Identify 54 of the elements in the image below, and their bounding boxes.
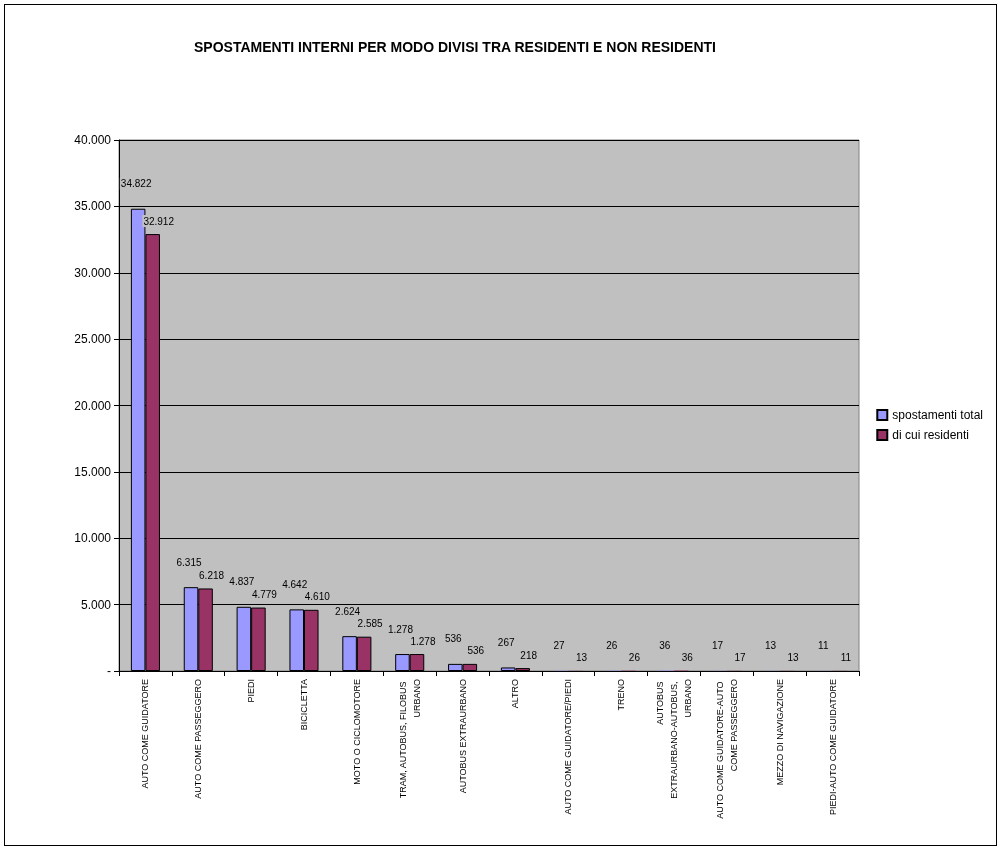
- data-label: 2.585: [357, 618, 384, 630]
- x-tick-label: AUTOBUS EXTRAURBANO: [457, 679, 468, 794]
- data-label: 36: [659, 640, 671, 652]
- x-tick-label: PIEDI-AUTO COME GUIDATORE: [827, 679, 838, 816]
- data-label: 11: [840, 652, 852, 664]
- data-label: 17: [712, 640, 724, 652]
- data-label: 2.624: [335, 605, 361, 617]
- data-label: 26: [628, 652, 641, 664]
- x-tick-label: AUTO COME GUIDATORE: [140, 679, 151, 789]
- data-label: 6.218: [199, 569, 225, 581]
- data-label: 6.315: [176, 556, 202, 568]
- y-tick-label: 10.000: [74, 531, 112, 546]
- data-label: 27: [553, 640, 566, 652]
- y-tick-label: 15.000: [74, 464, 112, 479]
- x-tick-label: MOTO O CICLOMOTORE: [351, 679, 362, 785]
- x-tick-label: BICICLETTA: [299, 679, 309, 731]
- x-tick-label: TRAM, AUTOBUS, FILOBUS URBANO: [397, 679, 422, 799]
- x-tick-label: PIEDI: [246, 679, 257, 703]
- data-label: 26: [606, 640, 618, 652]
- data-label: 4.642: [282, 578, 308, 590]
- y-tick-label: 25.000: [74, 332, 112, 347]
- y-tick-label: 5.000: [80, 597, 112, 612]
- chart-title: SPOSTAMENTI INTERNI PER MODO DIVISI TRA RESIDENTI E NON RESIDENTI: [194, 39, 716, 55]
- data-label: 32.912: [143, 215, 175, 227]
- y-tick-label: 30.000: [74, 265, 112, 280]
- data-label: 36: [681, 652, 694, 664]
- x-tick-label: TRENO: [616, 679, 627, 711]
- data-label: 536: [444, 633, 463, 645]
- data-label: 4.837: [229, 576, 255, 588]
- y-tick-label: -: [107, 664, 111, 678]
- data-label: 17: [734, 652, 747, 664]
- data-label: 13: [575, 652, 588, 664]
- data-label: 11: [818, 640, 829, 652]
- data-label: 4.779: [251, 589, 278, 601]
- data-label: 267: [497, 636, 515, 648]
- data-label: 13: [787, 652, 799, 664]
- legend-label: spostamenti total: [892, 408, 983, 422]
- x-tick-label: ALTRO: [510, 679, 521, 709]
- legend-label: di cui residenti: [892, 428, 969, 442]
- x-tick-label: AUTOBUS EXTRAURBANO-AUTOBUS, URBANO: [655, 679, 693, 799]
- x-tick-label: AUTO COME GUIDATORE-AUTO COME PASSEGGERO: [714, 679, 739, 819]
- data-label: 13: [764, 640, 777, 652]
- x-tick-label: AUTO COME GUIDATORE/PIEDI: [563, 679, 574, 815]
- data-label: 1.278: [387, 623, 414, 635]
- y-tick-label: 35.000: [74, 199, 112, 214]
- y-tick-label: 40.000: [74, 133, 112, 147]
- x-tick-label: AUTO COME PASSEGGERO: [193, 679, 204, 799]
- data-label: 218: [520, 649, 538, 661]
- data-label: 4.610: [304, 591, 331, 603]
- x-tick-label: MEZZO DI NAVIGAZIONE: [774, 679, 785, 786]
- data-label: 34.822: [120, 178, 152, 190]
- data-label: 1.278: [410, 635, 436, 647]
- y-tick-label: 20.000: [74, 398, 112, 413]
- data-label: 536: [467, 645, 485, 657]
